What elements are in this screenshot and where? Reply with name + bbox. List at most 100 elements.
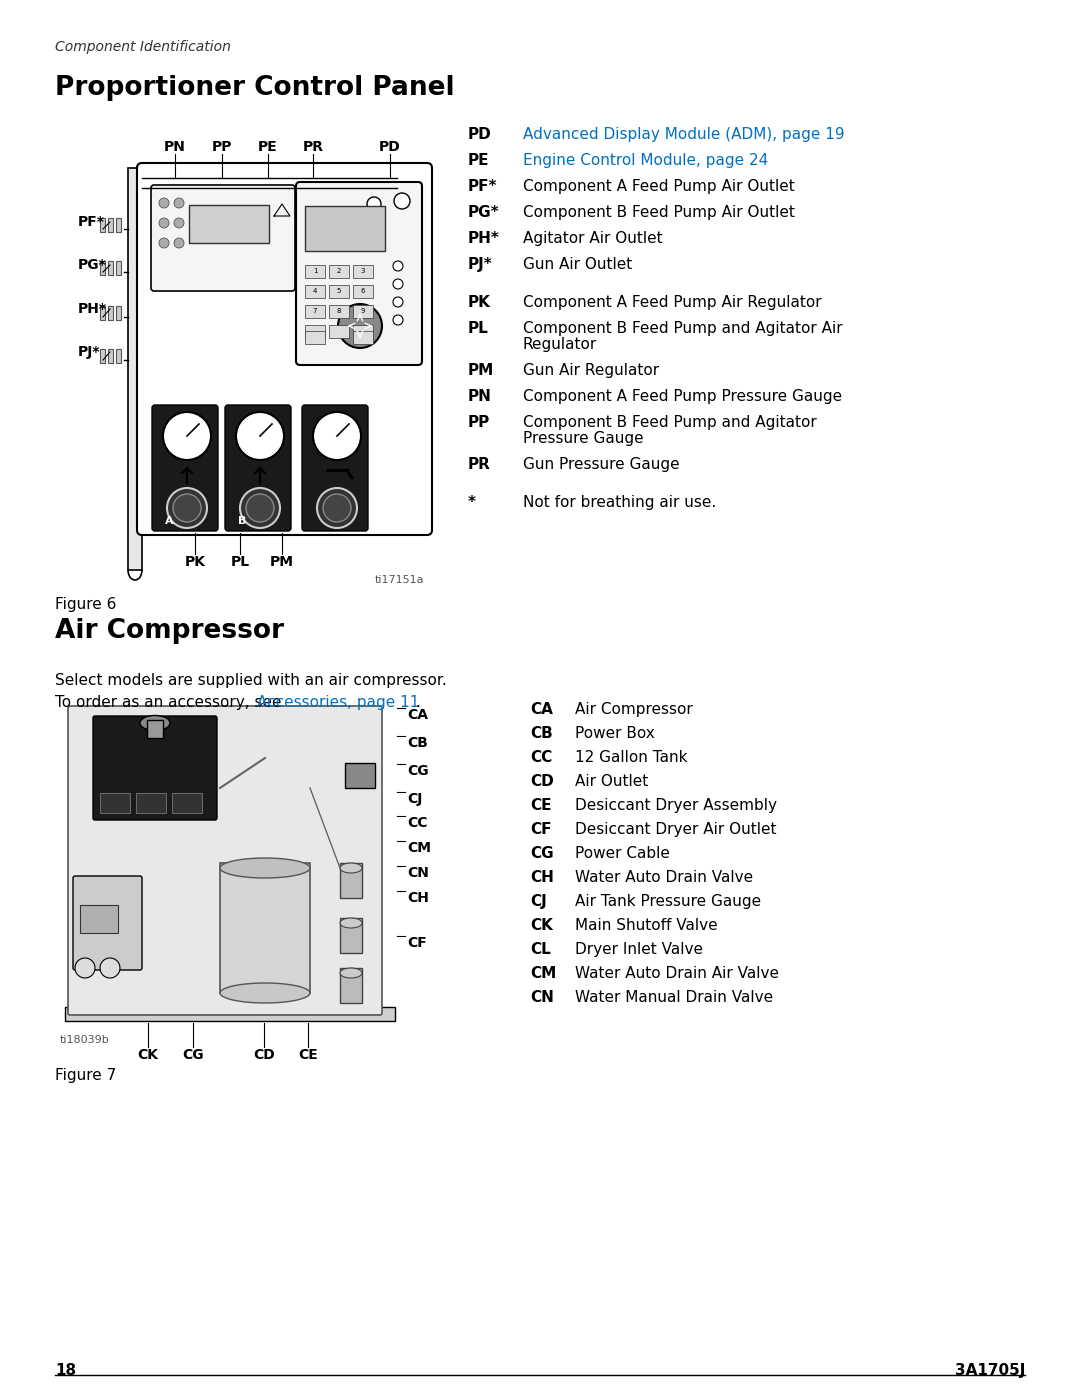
Bar [189, 205, 269, 243]
Circle shape [367, 197, 381, 211]
Text: CF: CF [530, 821, 552, 837]
Circle shape [393, 314, 403, 326]
Text: PG*: PG* [78, 258, 107, 272]
Text: Component B Feed Pump Air Outlet: Component B Feed Pump Air Outlet [523, 205, 795, 219]
Ellipse shape [220, 983, 310, 1003]
FancyBboxPatch shape [93, 717, 217, 820]
Text: Power Box: Power Box [575, 726, 654, 740]
Bar [340, 968, 362, 1003]
Bar [108, 306, 113, 320]
FancyBboxPatch shape [225, 405, 291, 531]
Text: Advanced Display Module (ADM), page 19: Advanced Display Module (ADM), page 19 [523, 127, 845, 142]
Text: CM: CM [530, 965, 556, 981]
Ellipse shape [220, 858, 310, 877]
Text: PJ*: PJ* [78, 345, 100, 359]
Bar [305, 305, 325, 319]
Text: PM: PM [270, 555, 294, 569]
Text: PL: PL [468, 321, 489, 337]
Text: PP: PP [212, 140, 232, 154]
Text: Desiccant Dryer Air Outlet: Desiccant Dryer Air Outlet [575, 821, 777, 837]
Bar [100, 793, 130, 813]
FancyBboxPatch shape [152, 405, 218, 531]
Text: Air Compressor: Air Compressor [55, 617, 284, 644]
Text: PL: PL [230, 555, 249, 569]
Text: Select models are supplied with an air compressor.: Select models are supplied with an air c… [55, 673, 447, 687]
Text: .: . [415, 694, 420, 710]
Text: Gun Air Regulator: Gun Air Regulator [523, 363, 659, 379]
Text: Water Auto Drain Air Valve: Water Auto Drain Air Valve [575, 965, 779, 981]
Text: CE: CE [530, 798, 552, 813]
Bar [108, 349, 113, 363]
Ellipse shape [340, 918, 362, 928]
Bar [345, 763, 375, 788]
Bar [305, 326, 325, 338]
Bar [116, 218, 121, 232]
Circle shape [338, 305, 382, 348]
Bar [147, 719, 163, 738]
Circle shape [100, 958, 120, 978]
Text: CG: CG [183, 1048, 204, 1062]
Ellipse shape [340, 863, 362, 873]
Text: 12 Gallon Tank: 12 Gallon Tank [575, 750, 688, 766]
Bar [136, 793, 166, 813]
Text: ti18039b: ti18039b [60, 1035, 110, 1045]
Text: PF*: PF* [468, 179, 498, 194]
Text: CC: CC [530, 750, 552, 766]
Text: 2: 2 [337, 268, 341, 274]
Circle shape [393, 279, 403, 289]
Text: Pressure Gauge: Pressure Gauge [523, 432, 644, 446]
Circle shape [174, 237, 184, 249]
Text: PE: PE [258, 140, 278, 154]
Circle shape [167, 488, 207, 528]
Circle shape [163, 412, 211, 460]
Text: PM: PM [468, 363, 495, 379]
Text: PG*: PG* [468, 205, 500, 219]
Text: PN: PN [164, 140, 186, 154]
Text: Engine Control Module, page 24: Engine Control Module, page 24 [523, 154, 768, 168]
Text: CC: CC [407, 816, 428, 830]
Bar [65, 1007, 395, 1021]
Text: Proportioner Control Panel: Proportioner Control Panel [55, 75, 455, 101]
Text: CD: CD [530, 774, 554, 789]
Text: *: * [468, 495, 476, 510]
Bar [353, 285, 373, 298]
Bar [100, 218, 105, 232]
Ellipse shape [140, 715, 170, 731]
Bar [220, 863, 310, 993]
Text: 18: 18 [55, 1363, 76, 1377]
Bar [353, 326, 373, 338]
Circle shape [240, 488, 280, 528]
Text: CH: CH [407, 891, 429, 905]
Text: Gun Pressure Gauge: Gun Pressure Gauge [523, 457, 679, 472]
Text: PF*: PF* [78, 215, 105, 229]
Text: Gun Air Outlet: Gun Air Outlet [523, 257, 632, 272]
Text: 8: 8 [337, 307, 341, 314]
Text: Component B Feed Pump and Agitator: Component B Feed Pump and Agitator [523, 415, 816, 430]
Text: CB: CB [407, 736, 428, 750]
Text: CK: CK [137, 1048, 159, 1062]
Text: ti17151a: ti17151a [375, 576, 424, 585]
Circle shape [313, 412, 361, 460]
Bar [329, 305, 349, 319]
Text: 1: 1 [313, 268, 318, 274]
Text: Component B Feed Pump and Agitator Air: Component B Feed Pump and Agitator Air [523, 321, 842, 337]
Circle shape [394, 193, 410, 210]
Text: PP: PP [468, 415, 490, 430]
Text: PD: PD [379, 140, 401, 154]
Text: CM: CM [407, 841, 431, 855]
Bar [100, 349, 105, 363]
Text: CG: CG [407, 764, 429, 778]
Bar [108, 218, 113, 232]
Bar [172, 793, 202, 813]
Text: CK: CK [530, 918, 553, 933]
Text: PH*: PH* [78, 302, 107, 316]
Text: CA: CA [530, 703, 553, 717]
Text: Air Outlet: Air Outlet [575, 774, 648, 789]
Bar [129, 168, 141, 570]
Text: Component A Feed Pump Air Outlet: Component A Feed Pump Air Outlet [523, 179, 795, 194]
Text: PN: PN [468, 388, 491, 404]
Text: PR: PR [302, 140, 324, 154]
Bar [116, 261, 121, 275]
Text: PE: PE [468, 154, 489, 168]
Circle shape [159, 218, 168, 228]
